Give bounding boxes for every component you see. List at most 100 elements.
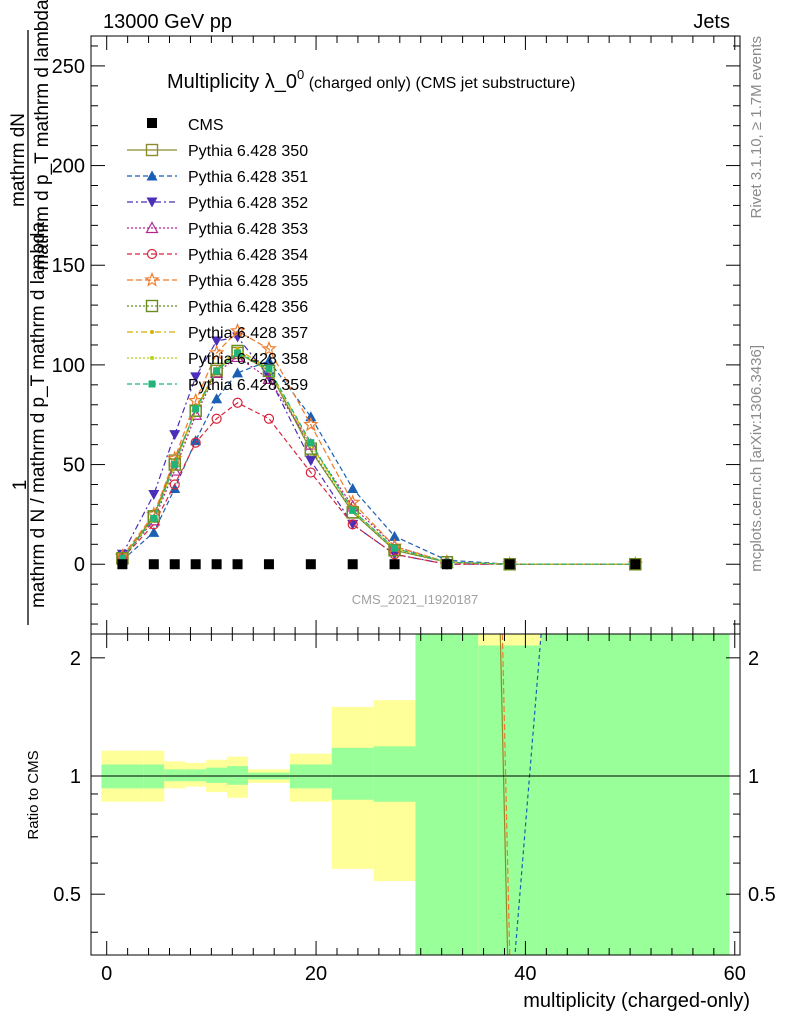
ratio-x-axis: 0 20 40 60: [101, 634, 746, 985]
ratio-y-tick-label-right: 0.5: [748, 884, 776, 906]
cms-data-points: [117, 559, 641, 570]
series-marker-352: [211, 336, 223, 347]
main-panel-frame: [90, 35, 741, 635]
series-marker-354: [169, 479, 180, 490]
series-marker-359: [307, 439, 315, 447]
category-label: Jets: [693, 11, 730, 33]
y-tick-label: 50: [63, 455, 85, 477]
legend-marker-cms: [147, 118, 157, 128]
legend-label: Pythia 6.428 351: [188, 169, 308, 186]
legend-label-cms: CMS: [188, 117, 224, 134]
chart-title-note: (charged only) (CMS jet substructure): [304, 75, 575, 92]
mcplots-label: mcplots.cern.ch [arXiv:1306.3436]: [748, 345, 765, 572]
series-marker-352: [305, 456, 317, 467]
ratio-lines: [499, 633, 542, 956]
series-marker-355: [261, 340, 277, 356]
series-marker-351: [389, 530, 401, 541]
ratio-y-tick-label-right: 2: [748, 648, 759, 670]
cms-data-point: [504, 559, 515, 570]
ratio-x-tick-label: 40: [514, 963, 536, 985]
y-tick-label: 250: [52, 56, 85, 78]
series-marker-355: [344, 494, 361, 510]
series-marker-352: [148, 489, 160, 500]
x-axis-label: multiplicity (charged-only): [523, 990, 750, 1012]
cms-data-point: [389, 559, 400, 570]
legend-marker: [146, 197, 158, 208]
ratio-x-tick-label: 0: [101, 963, 112, 985]
cms-data-point: [190, 559, 201, 570]
rivet-version-label: Rivet 3.1.10, ≥ 1.7M events: [748, 36, 765, 219]
cms-data-point: [232, 559, 243, 570]
series-marker-356: [168, 458, 181, 471]
series-marker-354: [232, 397, 243, 408]
series-marker-354: [263, 413, 275, 424]
y-label-one: 1: [10, 480, 31, 491]
legend-marker: [146, 248, 158, 260]
ratio-y-tick-label: 0.5: [53, 884, 81, 906]
chart-title-sup: 0: [297, 67, 304, 82]
series-marker-356: [346, 506, 359, 519]
legend-label: Pythia 6.428 353: [188, 221, 308, 238]
series-marker-359: [265, 365, 273, 373]
legend-label: Pythia 6.428 355: [188, 273, 308, 290]
series-marker-356: [262, 364, 276, 378]
ratio-y-axis: 0.5 0.5 1 1 2 2: [53, 648, 776, 933]
series-marker-359: [171, 461, 179, 469]
cms-data-point: [148, 559, 159, 570]
series-line-354: [121, 402, 636, 565]
legend-marker: [145, 143, 159, 157]
series-marker-359: [118, 554, 126, 562]
cms-data-point: [169, 559, 180, 570]
series-marker-352: [169, 430, 181, 441]
cms-data-point: [117, 559, 128, 570]
main-x-ticks: [106, 36, 736, 634]
series-marker-353: [189, 407, 203, 420]
main-y-axis: 0 50 100 150 200 250: [52, 45, 740, 625]
y-tick-label: 150: [52, 255, 85, 277]
legend-label: Pythia 6.428 350: [188, 143, 308, 160]
ratio-green-band: [415, 634, 479, 955]
series-marker-354: [305, 467, 316, 478]
main-y-label: mathrm dN mathrm d p_T mathrm d lambda 1…: [8, 0, 53, 625]
ratio-y-tick-label: 2: [70, 648, 81, 670]
legend-label: Pythia 6.428 358: [188, 351, 308, 368]
series-marker-351: [232, 367, 244, 378]
series-marker-352: [347, 519, 359, 530]
ratio-panel-frame: [90, 633, 741, 956]
series-marker-356: [189, 404, 202, 417]
ratio-green-band: [331, 747, 374, 800]
energy-label: 13000 GeV pp: [103, 11, 232, 33]
series-marker-351: [148, 526, 160, 537]
series-marker-351: [263, 355, 275, 366]
legend-label: Pythia 6.428 357: [188, 325, 308, 342]
series-marker-354: [211, 413, 222, 424]
chart-title-main: Multiplicity λ_0: [167, 71, 297, 93]
ratio-green-band: [478, 645, 542, 955]
y-tick-label: 100: [52, 355, 85, 377]
ratio-y-tick-label: 1: [70, 766, 81, 788]
ratio-green-band: [206, 767, 228, 783]
legend-marker: [148, 380, 156, 388]
legend-label: Pythia 6.428 359: [188, 377, 308, 394]
analysis-watermark: CMS_2021_I1920187: [352, 592, 479, 607]
ratio-bands: [101, 634, 730, 955]
series-marker-359: [349, 506, 357, 514]
series-marker-353: [262, 372, 276, 384]
cms-data-point: [441, 559, 452, 570]
legend-marker: [145, 299, 159, 313]
legend-marker: [145, 221, 159, 234]
series-marker-356: [231, 344, 244, 358]
cms-data-point: [305, 559, 316, 570]
cms-data-point: [263, 559, 274, 570]
series-marker-354: [347, 519, 358, 530]
chart-title: Multiplicity λ_00 (charged only) (CMS je…: [167, 67, 575, 93]
legend-label: Pythia 6.428 352: [188, 195, 308, 212]
cms-data-point: [211, 559, 222, 570]
legend-label: Pythia 6.428 356: [188, 299, 308, 316]
y-label-numerator: mathrm d p_T mathrm d lambda: [32, 0, 53, 271]
series-marker-351: [347, 482, 359, 493]
ratio-green-band: [185, 769, 207, 782]
ratio-y-tick-label-right: 1: [748, 766, 759, 788]
series-marker-351: [190, 435, 202, 446]
